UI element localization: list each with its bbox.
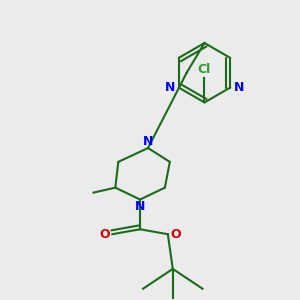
- Text: N: N: [135, 200, 145, 213]
- Text: N: N: [234, 81, 244, 94]
- Text: O: O: [99, 228, 110, 241]
- Text: Cl: Cl: [198, 63, 211, 76]
- Text: N: N: [165, 81, 175, 94]
- Text: N: N: [143, 135, 153, 148]
- Text: O: O: [170, 228, 181, 241]
